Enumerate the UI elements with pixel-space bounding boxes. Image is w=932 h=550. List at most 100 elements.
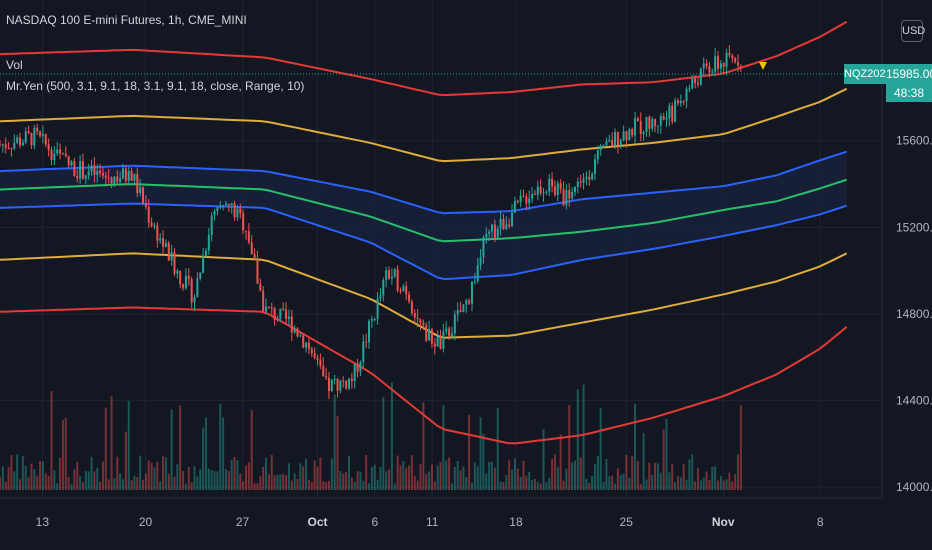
candle-body bbox=[153, 225, 156, 227]
volume-bar bbox=[573, 460, 576, 490]
x-tick-label: 8 bbox=[817, 515, 824, 529]
candle-body bbox=[496, 228, 499, 238]
candle-body bbox=[139, 187, 142, 193]
band-line-4 bbox=[0, 202, 848, 281]
volume-bar bbox=[147, 460, 150, 490]
volume-bar bbox=[170, 409, 173, 490]
candle-body bbox=[636, 118, 639, 121]
candle-body bbox=[605, 141, 608, 146]
volume-bar bbox=[648, 462, 651, 490]
symbol-title[interactable]: NASDAQ 100 E-mini Futures, 1h, CME_MINI bbox=[6, 13, 247, 27]
candle-body bbox=[582, 178, 585, 183]
candle-body bbox=[694, 78, 697, 84]
candle-body bbox=[202, 256, 205, 273]
candle-body bbox=[531, 193, 534, 199]
x-tick-label: Nov bbox=[712, 515, 735, 529]
volume-bar bbox=[93, 471, 96, 490]
indicator-legend[interactable]: Mr.Yen (500, 3.1, 9.1, 18, 3.1, 9.1, 18,… bbox=[6, 79, 305, 93]
candle-body bbox=[110, 177, 113, 184]
candle-body bbox=[64, 153, 67, 157]
volume-bar bbox=[482, 434, 485, 490]
price-axis[interactable]: 14000.00 14400.00 14800.00 15200.00 15600.00 bbox=[896, 134, 932, 494]
candle-body bbox=[662, 116, 665, 120]
volume-bar bbox=[662, 429, 665, 490]
volume-bar bbox=[110, 396, 113, 490]
currency-button[interactable]: USD bbox=[901, 20, 925, 42]
volume-bar bbox=[245, 465, 248, 490]
volume-bar bbox=[113, 478, 116, 490]
vol-legend[interactable]: Vol bbox=[6, 58, 23, 72]
volume-bar bbox=[187, 466, 190, 490]
volume-bar bbox=[531, 479, 534, 490]
candle-body bbox=[347, 378, 350, 389]
x-tick-label: 6 bbox=[372, 515, 379, 529]
volume-bar bbox=[428, 471, 431, 490]
candle-body bbox=[419, 319, 422, 323]
volume-bar bbox=[150, 462, 153, 490]
candle-body bbox=[101, 173, 104, 176]
volume-bar bbox=[156, 461, 159, 490]
volume-bar bbox=[382, 396, 385, 490]
volume-bar bbox=[719, 476, 722, 490]
volume-bar bbox=[485, 473, 488, 490]
volume-bar bbox=[322, 481, 325, 490]
candle-body bbox=[130, 170, 133, 181]
time-axis[interactable]: 13 20 27 Oct 6 11 18 25 Nov 8 bbox=[36, 515, 824, 529]
volume-bar bbox=[582, 384, 585, 490]
volume-bar bbox=[330, 458, 333, 490]
candle-body bbox=[236, 208, 239, 218]
candle-body bbox=[422, 322, 425, 326]
candle-body bbox=[625, 131, 628, 141]
candle-body bbox=[310, 348, 313, 354]
candle-body bbox=[136, 173, 139, 193]
volume-bar bbox=[333, 394, 336, 490]
candle-body bbox=[119, 178, 122, 182]
volume-bar bbox=[674, 482, 677, 490]
candle-body bbox=[542, 192, 545, 194]
volume-bar bbox=[179, 405, 182, 490]
candle-body bbox=[302, 335, 305, 348]
candle-body bbox=[608, 140, 611, 142]
candle-body bbox=[390, 276, 393, 279]
candle-body bbox=[671, 105, 674, 122]
candle-body bbox=[287, 316, 290, 320]
candle-body bbox=[196, 278, 199, 298]
candle-body bbox=[399, 290, 402, 292]
volume-bar bbox=[373, 464, 376, 490]
volume-bar bbox=[342, 473, 345, 490]
candle-body bbox=[330, 379, 333, 392]
candle-body bbox=[230, 203, 233, 206]
volume-bar bbox=[676, 476, 679, 490]
volume-bar bbox=[396, 455, 399, 490]
candle-body bbox=[402, 286, 405, 292]
band-line-3 bbox=[0, 178, 848, 243]
volume-bar bbox=[654, 462, 657, 490]
volume-bar bbox=[536, 481, 539, 490]
volume-bar bbox=[153, 467, 156, 490]
candle-body bbox=[705, 63, 708, 67]
x-tick-label: 25 bbox=[620, 515, 634, 529]
candle-body bbox=[353, 363, 356, 382]
volume-bar bbox=[448, 457, 451, 490]
volume-bar bbox=[273, 475, 276, 490]
volume-bar bbox=[345, 472, 348, 490]
candle-body bbox=[393, 269, 396, 277]
candle-body bbox=[305, 342, 308, 348]
candle-body bbox=[565, 189, 568, 206]
volume-bar bbox=[505, 475, 508, 490]
y-tick-label: 15200.00 bbox=[896, 220, 932, 234]
alert-marker-icon[interactable] bbox=[759, 62, 767, 70]
candle-body bbox=[253, 253, 256, 260]
candle-body bbox=[385, 270, 388, 281]
candle-body bbox=[327, 377, 330, 392]
candle-body bbox=[551, 178, 554, 187]
volume-bar bbox=[362, 481, 365, 490]
symbol-badge: NQZ2021 bbox=[844, 64, 892, 84]
candle-body bbox=[79, 161, 82, 179]
candle-body bbox=[648, 116, 651, 129]
volume-bar bbox=[453, 466, 456, 490]
candle-body bbox=[739, 65, 742, 67]
candle-body bbox=[104, 175, 107, 178]
volume-bar bbox=[416, 480, 419, 490]
